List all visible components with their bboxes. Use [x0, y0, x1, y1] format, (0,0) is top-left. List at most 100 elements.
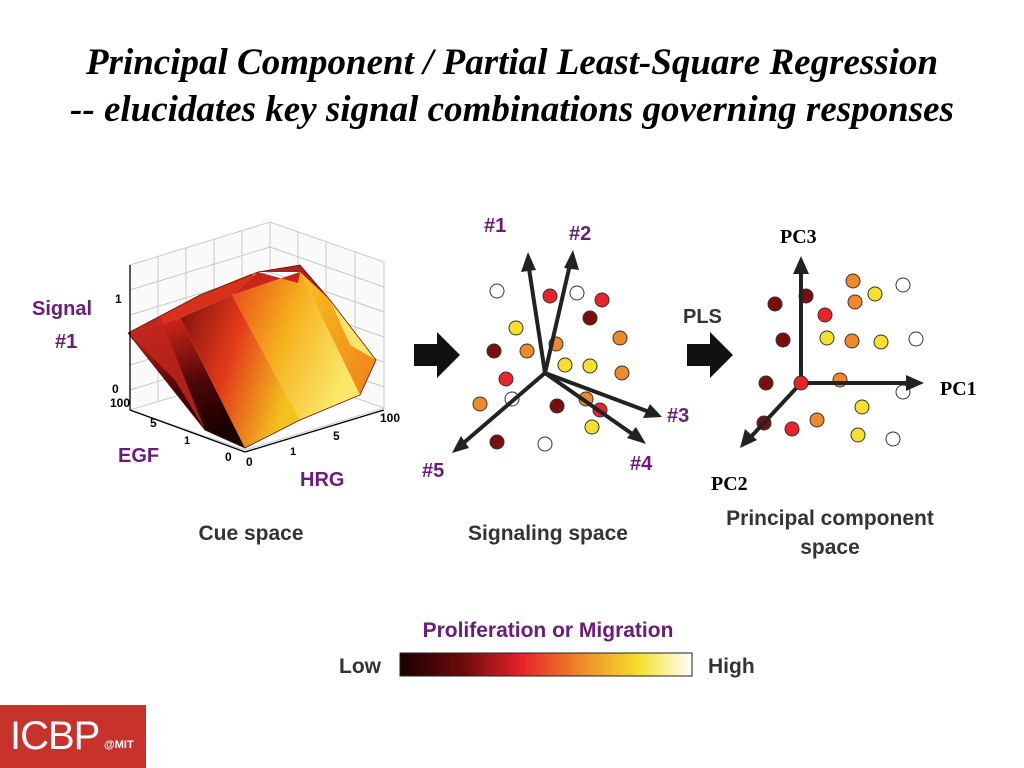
signaling-space-caption: Signaling space [468, 522, 628, 545]
vector-3-head [643, 404, 662, 418]
colorbar-low-label: Low [339, 655, 382, 678]
signaling-dot [472, 396, 488, 412]
vector-label-1: #1 [484, 215, 506, 237]
signaling-space-plot: #1 #2 #3 #4 #5 [422, 215, 689, 482]
pc2-label: PC2 [711, 473, 748, 495]
signaling-dot [612, 330, 628, 346]
vector-label-5: #5 [422, 460, 444, 482]
vector-5 [458, 371, 547, 448]
icbp-logo: ICBP @MIT [0, 705, 146, 768]
signaling-dot [582, 310, 598, 326]
signaling-dot [498, 371, 514, 387]
surface-patch-3 [232, 272, 360, 420]
flow-arrow-2 [687, 332, 733, 378]
vector-4 [543, 371, 640, 440]
pc-dot [895, 277, 911, 293]
egf-tick-100: 100 [110, 396, 130, 410]
pc-dot [844, 333, 860, 349]
cue-space-plot: 0 1 100 5 0 0 5 100 1 1 [110, 221, 400, 469]
signal-label-line2: #1 [55, 331, 77, 353]
pc1-label: PC1 [940, 378, 977, 400]
hrg-axis-label: HRG [300, 469, 344, 491]
pc-space-plot: PC3 PC1 PC2 [711, 226, 977, 495]
vector-5-head [452, 436, 469, 453]
pc-space-caption-line1: Principal component [726, 507, 934, 530]
vector-label-4: #4 [630, 453, 653, 475]
pc-dot [854, 399, 870, 415]
vector-4-head [627, 427, 646, 444]
signaling-dot [582, 358, 598, 374]
surface-patch-4 [300, 272, 376, 395]
slide-title-line2: -- elucidates key signal combinations go… [70, 89, 954, 130]
pc1-head [906, 375, 924, 391]
pc-dot [867, 286, 883, 302]
pc-dot [847, 294, 863, 310]
hrg-tick-100: 100 [380, 411, 400, 425]
pc2-axis [746, 381, 803, 442]
colorbar [399, 652, 693, 677]
pc-dot [767, 296, 783, 312]
egf-tick-1: 1 [184, 435, 190, 447]
pc-dot [809, 412, 825, 428]
signaling-dot [594, 292, 610, 308]
pc-origin-dot [793, 375, 809, 391]
signaling-dot [519, 343, 535, 359]
logo-suffix: @MIT [104, 739, 134, 751]
signaling-dot [508, 320, 524, 336]
vector-2 [543, 258, 573, 375]
pc-dot [817, 307, 833, 323]
surface-patch-9 [128, 316, 205, 430]
pc-dot [775, 332, 791, 348]
vector-label-2: #2 [569, 223, 591, 245]
pc-dot [908, 331, 924, 347]
signal-label-line1: Signal [32, 298, 92, 320]
colorbar-title: Proliferation or Migration [423, 619, 674, 642]
signaling-dot [614, 365, 630, 381]
signaling-dot [584, 419, 600, 435]
hrg-tick-5: 5 [333, 429, 340, 443]
pc-dot [845, 273, 861, 289]
pc3-label: PC3 [780, 226, 817, 248]
pc-dot [885, 431, 901, 447]
signaling-dot [486, 343, 502, 359]
surface-patch-2 [180, 295, 300, 448]
flow-arrow-1 [414, 332, 460, 378]
signaling-dot [542, 288, 558, 304]
logo-text: ICBP [10, 714, 100, 758]
surface-patch-8 [258, 265, 330, 300]
z-tick-0: 0 [112, 382, 119, 396]
signaling-dot [549, 398, 565, 414]
pls-label: PLS [683, 306, 722, 328]
slide-title-line1: Principal Component / Partial Least-Squa… [85, 42, 939, 83]
pc-dot [850, 427, 866, 443]
signaling-dot [557, 357, 573, 373]
signaling-dots [472, 283, 630, 452]
signaling-dot [537, 436, 553, 452]
pc-dot [784, 421, 800, 437]
hrg-tick-1: 1 [290, 446, 296, 458]
colorbar-high-label: High [708, 655, 755, 678]
pc2-head [740, 429, 757, 448]
pc-space-caption-line2: space [800, 536, 860, 559]
cue-space-caption: Cue space [198, 522, 303, 545]
pc3-head [793, 256, 809, 274]
egf-axis-label: EGF [118, 445, 159, 467]
pc-dot [819, 330, 835, 346]
pc-dots [756, 273, 924, 447]
vector-label-3: #3 [667, 405, 689, 427]
signaling-dot [489, 283, 505, 299]
egf-tick-5: 5 [150, 416, 157, 430]
vector-1-head [521, 252, 536, 272]
pc-dot [758, 375, 774, 391]
vector-1 [526, 260, 547, 375]
egf-tick-0: 0 [225, 450, 232, 464]
signaling-dot [489, 434, 505, 450]
vector-2-head [564, 250, 579, 270]
surface-patch-7 [232, 272, 300, 295]
pc-dot [873, 334, 889, 350]
vector-3 [543, 371, 654, 415]
signaling-dot [569, 285, 585, 301]
hrg-tick-0: 0 [246, 455, 253, 469]
z-tick-1: 1 [115, 292, 122, 306]
